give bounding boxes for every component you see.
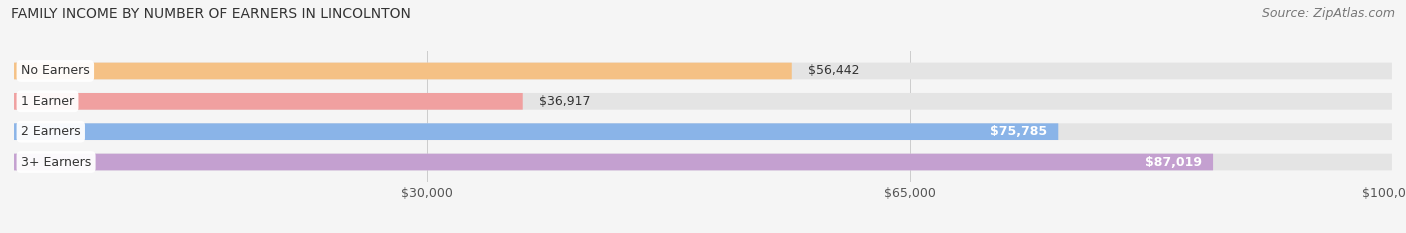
FancyBboxPatch shape xyxy=(14,93,1392,110)
Text: Source: ZipAtlas.com: Source: ZipAtlas.com xyxy=(1261,7,1395,20)
FancyBboxPatch shape xyxy=(14,154,1213,170)
Text: 3+ Earners: 3+ Earners xyxy=(21,155,91,168)
Text: No Earners: No Earners xyxy=(21,65,90,78)
Text: $75,785: $75,785 xyxy=(990,125,1047,138)
Text: $87,019: $87,019 xyxy=(1144,155,1202,168)
Text: FAMILY INCOME BY NUMBER OF EARNERS IN LINCOLNTON: FAMILY INCOME BY NUMBER OF EARNERS IN LI… xyxy=(11,7,411,21)
Text: $36,917: $36,917 xyxy=(540,95,591,108)
Text: 2 Earners: 2 Earners xyxy=(21,125,80,138)
FancyBboxPatch shape xyxy=(14,123,1392,140)
FancyBboxPatch shape xyxy=(14,93,523,110)
Text: 1 Earner: 1 Earner xyxy=(21,95,75,108)
FancyBboxPatch shape xyxy=(14,154,1392,170)
Text: $56,442: $56,442 xyxy=(808,65,860,78)
FancyBboxPatch shape xyxy=(14,123,1059,140)
FancyBboxPatch shape xyxy=(14,63,1392,79)
FancyBboxPatch shape xyxy=(14,63,792,79)
